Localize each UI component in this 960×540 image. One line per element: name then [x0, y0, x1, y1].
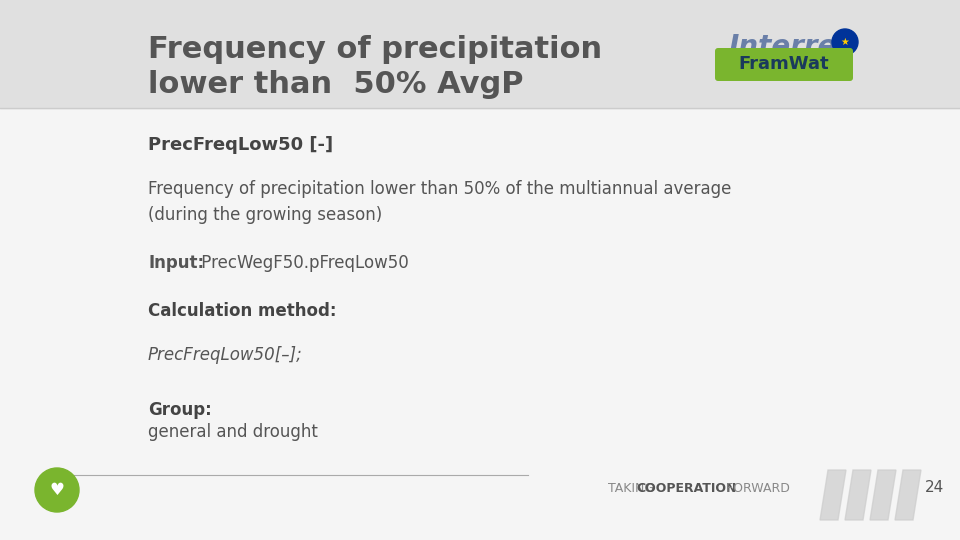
- Text: FORWARD: FORWARD: [722, 482, 790, 495]
- Polygon shape: [895, 470, 921, 520]
- Text: PrecFreqLow50[–];: PrecFreqLow50[–];: [148, 346, 302, 364]
- Text: PrecWegF50.pFreqLow50: PrecWegF50.pFreqLow50: [196, 254, 409, 272]
- Text: 24: 24: [925, 481, 945, 496]
- Bar: [0, 0, 960, 108]
- Polygon shape: [845, 470, 871, 520]
- Polygon shape: [820, 470, 846, 520]
- Polygon shape: [870, 470, 896, 520]
- Circle shape: [832, 29, 858, 55]
- Text: FramWat: FramWat: [738, 55, 829, 73]
- Text: Frequency of precipitation lower than 50% of the multiannual average
(during the: Frequency of precipitation lower than 50…: [148, 180, 732, 225]
- Text: COOPERATION: COOPERATION: [636, 482, 736, 495]
- Text: Group:: Group:: [148, 401, 212, 419]
- Text: TAKING: TAKING: [608, 482, 659, 495]
- Text: general and drought: general and drought: [148, 423, 318, 441]
- Text: Input:: Input:: [148, 254, 204, 272]
- Text: CENTRAL EUROPE: CENTRAL EUROPE: [726, 53, 837, 63]
- Circle shape: [35, 468, 79, 512]
- Text: lower than  50% AvgP: lower than 50% AvgP: [148, 70, 523, 99]
- Text: PrecFreqLow50 [-]: PrecFreqLow50 [-]: [148, 136, 333, 154]
- Text: Interreg: Interreg: [728, 33, 856, 61]
- Text: Calculation method:: Calculation method:: [148, 302, 337, 320]
- Text: Frequency of precipitation: Frequency of precipitation: [148, 35, 602, 64]
- FancyBboxPatch shape: [715, 48, 853, 81]
- Text: ♥: ♥: [50, 481, 64, 499]
- Text: ★: ★: [841, 37, 850, 47]
